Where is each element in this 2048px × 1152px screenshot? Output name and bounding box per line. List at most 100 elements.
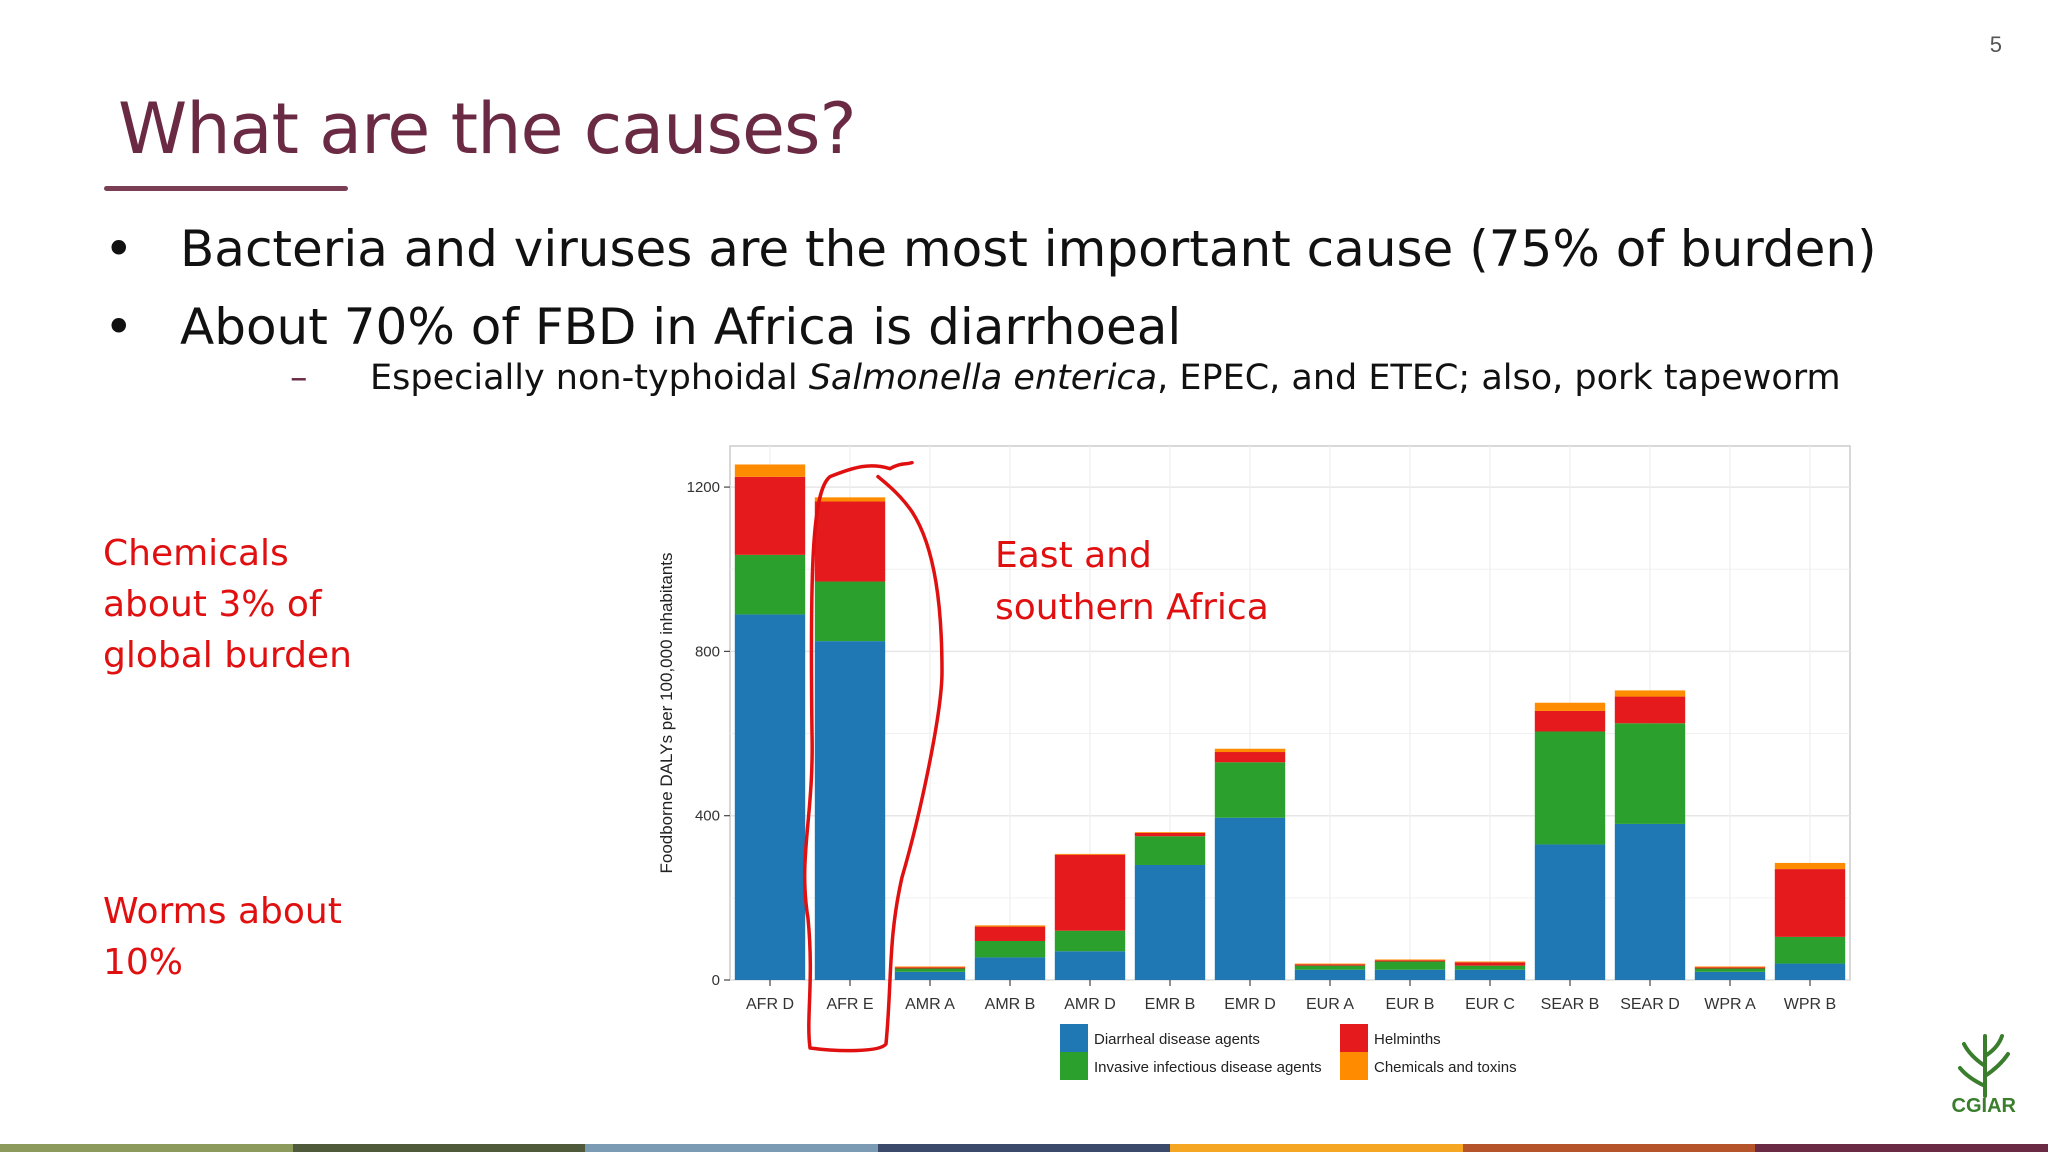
legend-swatch (1060, 1052, 1088, 1080)
bar-segment (814, 501, 886, 582)
bar-segment (1294, 965, 1366, 970)
bar-segment (1294, 964, 1366, 966)
bottom-color-bar (0, 1144, 2048, 1152)
bullet-item: • Bacteria and viruses are the most impo… (100, 210, 2000, 288)
bar-segment (734, 476, 806, 555)
x-tick-label: SEAR D (1620, 996, 1680, 1013)
bar-segment (734, 554, 806, 615)
bar-segment (1774, 869, 1846, 937)
sub-bullet-part: Especially non-typhoidal (370, 358, 809, 398)
bar-segment (1134, 836, 1206, 865)
worms-note: Worms about 10% (103, 891, 342, 983)
logo-text: CGIAR (1951, 1095, 2016, 1117)
legend-label: Chemicals and toxins (1374, 1059, 1517, 1076)
bar-segment (1454, 962, 1526, 966)
bar-segment (1214, 762, 1286, 818)
bar-segment (1214, 748, 1286, 753)
bar-segment (1614, 723, 1686, 824)
chemicals-note: Chemicals about 3% of global burden (103, 533, 352, 676)
bar-segment (1214, 817, 1286, 980)
bottom-bar-segment (1755, 1144, 2048, 1152)
bar-segment (1774, 963, 1846, 980)
bottom-bar-segment (1462, 1144, 1756, 1152)
x-tick-label: AMR B (985, 996, 1036, 1013)
y-tick-label: 0 (712, 972, 720, 989)
bar-segment (1694, 967, 1766, 969)
legend-label: Helminths (1374, 1031, 1441, 1048)
bar-segment (1134, 864, 1206, 980)
bottom-bar-segment (0, 1144, 293, 1152)
bar-segment (974, 940, 1046, 958)
bar-segment (1214, 752, 1286, 763)
bar-segment (1534, 731, 1606, 845)
red-freehand-circle (802, 460, 944, 1053)
bullet-dot-icon: • (104, 220, 134, 278)
legend-label: Diarrheal disease agents (1094, 1031, 1260, 1048)
bar-segment (894, 966, 966, 968)
bar-segment (1534, 844, 1606, 980)
sub-bullet-part: , EPEC, and ETEC; also, pork tapeworm (1157, 358, 1841, 398)
bottom-bar-segment (292, 1144, 586, 1152)
bar-segment (1694, 968, 1766, 972)
bar-segment (1694, 971, 1766, 980)
bar-segment (1614, 696, 1686, 724)
legend-swatch (1060, 1024, 1088, 1052)
x-tick-label: SEAR B (1541, 996, 1600, 1013)
bar-segment (1294, 963, 1366, 965)
y-tick-label: 1200 (687, 479, 720, 496)
x-tick-label: WPR A (1704, 996, 1756, 1013)
legend-swatch (1340, 1052, 1368, 1080)
x-tick-label: EUR A (1306, 996, 1354, 1013)
bar-segment (894, 971, 966, 980)
bar-segment (1694, 966, 1766, 968)
bar-segment (814, 497, 886, 502)
bottom-bar-segment (1170, 1144, 1463, 1152)
slide-title: What are the causes? (118, 88, 857, 170)
legend-label: Invasive infectious disease agents (1094, 1059, 1322, 1076)
bullet-list: • Bacteria and viruses are the most impo… (100, 210, 2000, 366)
y-tick-label: 800 (695, 643, 720, 660)
sub-bullet: – Especially non-typhoidal Salmonella en… (290, 358, 1841, 398)
chart-annotation: East and (995, 535, 1152, 576)
bar-segment (1054, 930, 1126, 952)
bar-segment (894, 967, 966, 969)
bar-segment (1614, 690, 1686, 697)
bar-segment (1774, 936, 1846, 964)
x-tick-label: AMR A (905, 996, 955, 1013)
bar-segment (814, 581, 886, 642)
y-axis-label: Foodborne DALYs per 100,000 inhabitants (657, 552, 676, 873)
chart-annotation: southern Africa (995, 587, 1269, 628)
bar-segment (974, 926, 1046, 941)
stacked-bar-chart: 0 400 800 1200 AFR D AFR E AMR A AMR B AMR D EMR … (657, 445, 1851, 1080)
bar-segment (1374, 961, 1446, 970)
title-underline (104, 186, 348, 191)
x-tick-label: EUR C (1465, 996, 1515, 1013)
bar-segment (734, 464, 806, 477)
x-tick-label: EMR B (1145, 996, 1196, 1013)
bottom-bar-segment (585, 1144, 878, 1152)
bar-segment (1054, 854, 1126, 931)
bar-segment (894, 968, 966, 972)
bullet-item: • About 70% of FBD in Africa is diarrhoe… (100, 288, 2000, 366)
x-tick-label: AMR D (1064, 996, 1116, 1013)
bar-segment (1454, 965, 1526, 970)
bar-segment (1134, 832, 1206, 837)
sub-bullet-italic: Salmonella enterica (808, 358, 1158, 398)
x-tick-label: EUR B (1386, 996, 1435, 1013)
bar-segment (1534, 702, 1606, 711)
bar-segment (1374, 960, 1446, 962)
chart-container: 0 400 800 1200 AFR D AFR E AMR A AMR B AMR D EMR … (640, 440, 1880, 1100)
dash-icon: – (290, 358, 308, 398)
cgiar-logo-icon (1958, 1034, 2010, 1098)
bar-segment (1134, 832, 1206, 833)
bar-segment (1374, 969, 1446, 980)
x-tick-label: AFR E (826, 996, 873, 1013)
bar-segment (974, 925, 1046, 927)
sub-bullet-text: Especially non-typhoidal Salmonella ente… (370, 358, 1841, 398)
bar-segment (1294, 969, 1366, 980)
y-tick-label: 400 (695, 808, 720, 825)
bar-segment (1054, 951, 1126, 980)
bar-segment (1774, 862, 1846, 870)
bullet-text: Bacteria and viruses are the most import… (180, 220, 1877, 278)
bar-segment (1454, 961, 1526, 963)
